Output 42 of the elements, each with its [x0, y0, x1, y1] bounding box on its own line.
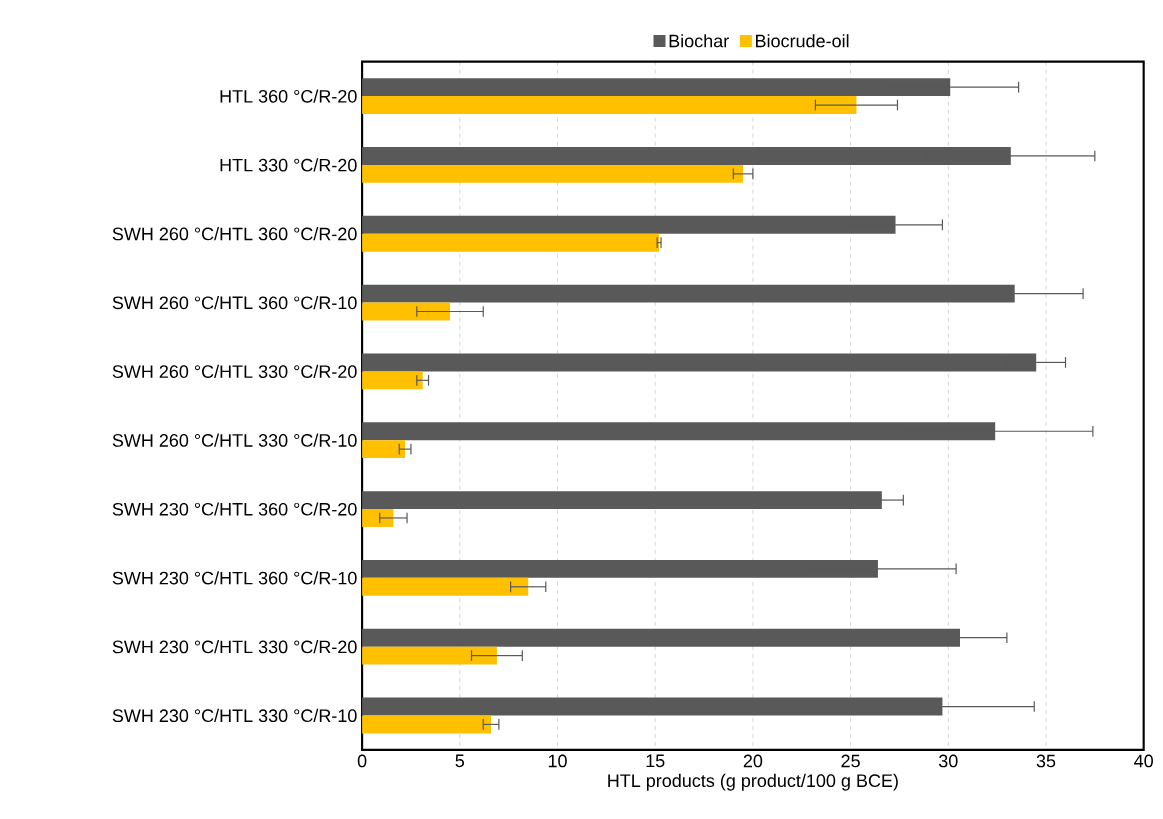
bar	[362, 697, 943, 716]
legend-label: Biochar	[669, 34, 729, 48]
bar	[362, 147, 1011, 165]
x-tick-label: 35	[1036, 754, 1056, 768]
bar	[362, 440, 406, 459]
y-tick-label: HTL 330 °C/R-20	[220, 158, 357, 172]
x-tick-label: 10	[548, 754, 567, 768]
x-tick-label: 30	[938, 754, 958, 768]
bar	[362, 715, 492, 734]
y-tick-label: SWH 260 °C/HTL 330 °C/R-10	[112, 433, 357, 447]
x-tick-label: 0	[357, 754, 367, 768]
y-tick-label: SWH 230 °C/HTL 360 °C/R-20	[112, 502, 357, 516]
bar	[362, 353, 1037, 372]
bar	[362, 233, 660, 252]
y-tick-label: SWH 230 °C/HTL 360 °C/R-10	[112, 571, 357, 585]
x-tick-label: 40	[1134, 754, 1153, 768]
bar	[362, 560, 878, 578]
bar	[362, 371, 423, 390]
bar	[362, 646, 497, 665]
y-tick-label: SWH 260 °C/HTL 360 °C/R-10	[112, 295, 357, 310]
bar	[362, 491, 882, 510]
y-tick-label: SWH 260 °C/HTL 330 °C/R-20	[112, 364, 357, 379]
bar	[362, 284, 1015, 303]
x-tick-label: 5	[455, 754, 465, 768]
y-tick-label: HTL 360 °C/R-20	[220, 89, 357, 103]
legend-label: Biocrude-oil	[756, 34, 849, 48]
bar	[362, 164, 744, 183]
bar	[362, 78, 951, 97]
bar	[362, 215, 896, 234]
bar	[362, 422, 996, 441]
y-tick-label: SWH 260 °C/HTL 360 °C/R-20	[112, 227, 357, 241]
bar	[362, 302, 451, 321]
x-tick-label: 20	[743, 754, 763, 768]
y-tick-label: SWH 230 °C/HTL 330 °C/R-10	[112, 708, 357, 723]
bar	[362, 577, 529, 596]
x-tick-label: 15	[646, 754, 665, 768]
bar	[362, 509, 394, 527]
y-tick-label: SWH 230 °C/HTL 330 °C/R-20	[112, 640, 357, 654]
x-tick-label: 25	[841, 754, 860, 768]
bar	[362, 628, 960, 647]
x-axis-title: HTL products (g product/100 g BCE)	[608, 773, 898, 791]
bar	[362, 96, 857, 115]
